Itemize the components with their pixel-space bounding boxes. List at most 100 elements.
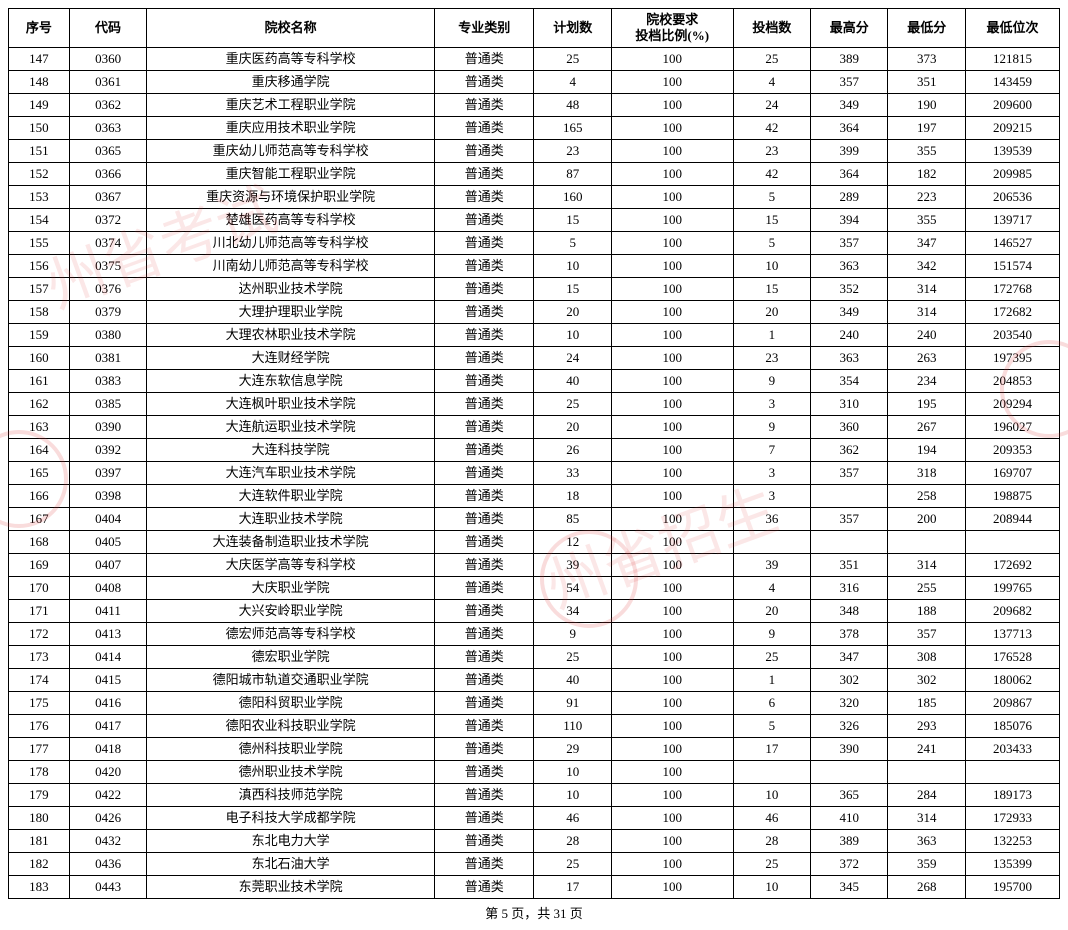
table-cell: 143459 [965,71,1059,94]
table-cell: 重庆幼儿师范高等专科学校 [147,140,435,163]
table-cell: 4 [733,71,810,94]
table-cell: 东北石油大学 [147,853,435,876]
table-cell: 203540 [965,324,1059,347]
table-cell: 152 [9,163,70,186]
table-row: 1810432东北电力大学普通类2810028389363132253 [9,830,1060,853]
table-cell: 190 [888,94,965,117]
table-cell: 10 [534,761,611,784]
table-cell: 351 [811,554,888,577]
table-cell: 100 [611,439,733,462]
table-row: 1590380大理农林职业技术学院普通类101001240240203540 [9,324,1060,347]
table-cell: 355 [888,209,965,232]
table-row: 1520366重庆智能工程职业学院普通类8710042364182209985 [9,163,1060,186]
table-cell: 157 [9,278,70,301]
table-cell: 普通类 [434,623,534,646]
table-cell: 大连财经学院 [147,347,435,370]
table-cell: 199765 [965,577,1059,600]
table-cell: 10 [733,255,810,278]
table-row: 1710411大兴安岭职业学院普通类3410020348188209682 [9,600,1060,623]
table-cell: 320 [811,692,888,715]
table-cell: 28 [534,830,611,853]
table-cell: 180062 [965,669,1059,692]
table-cell: 165 [534,117,611,140]
table-cell: 3 [733,393,810,416]
table-row: 1500363重庆应用技术职业学院普通类16510042364197209215 [9,117,1060,140]
table-cell [733,531,810,554]
table-cell: 308 [888,646,965,669]
table-cell: 33 [534,462,611,485]
table-cell: 大连科技学院 [147,439,435,462]
table-cell: 354 [811,370,888,393]
table-cell: 121815 [965,48,1059,71]
column-header: 投档数 [733,9,810,48]
table-cell: 137713 [965,623,1059,646]
admissions-table: 序号代码院校名称专业类别计划数院校要求投档比例(%)投档数最高分最低分最低位次 … [8,8,1060,899]
table-cell: 0405 [69,531,146,554]
table-cell: 169707 [965,462,1059,485]
table-row: 1730414德宏职业学院普通类2510025347308176528 [9,646,1060,669]
table-cell: 普通类 [434,485,534,508]
table-cell: 162 [9,393,70,416]
table-cell: 10 [534,255,611,278]
table-cell: 普通类 [434,301,534,324]
table-row: 1540372楚雄医药高等专科学校普通类1510015394355139717 [9,209,1060,232]
table-cell: 258 [888,485,965,508]
table-cell: 189173 [965,784,1059,807]
table-cell: 410 [811,807,888,830]
table-cell: 普通类 [434,738,534,761]
table-cell: 100 [611,692,733,715]
table-cell: 18 [534,485,611,508]
column-header: 序号 [9,9,70,48]
table-cell: 182 [9,853,70,876]
table-cell: 171 [9,600,70,623]
table-cell: 302 [888,669,965,692]
table-cell: 普通类 [434,807,534,830]
table-cell: 楚雄医药高等专科学校 [147,209,435,232]
table-cell: 172933 [965,807,1059,830]
table-cell: 普通类 [434,577,534,600]
table-row: 1490362重庆艺术工程职业学院普通类4810024349190209600 [9,94,1060,117]
table-cell: 347 [888,232,965,255]
table-cell: 10 [534,784,611,807]
table-cell: 普通类 [434,554,534,577]
table-row: 1510365重庆幼儿师范高等专科学校普通类231002339935513953… [9,140,1060,163]
table-cell: 100 [611,255,733,278]
table-cell: 100 [611,577,733,600]
table-cell: 10 [733,784,810,807]
table-cell: 314 [888,554,965,577]
table-row: 1680405大连装备制造职业技术学院普通类12100 [9,531,1060,554]
table-cell: 100 [611,140,733,163]
table-cell: 318 [888,462,965,485]
table-cell: 大连软件职业学院 [147,485,435,508]
table-row: 1650397大连汽车职业技术学院普通类331003357318169707 [9,462,1060,485]
table-cell: 普通类 [434,255,534,278]
table-cell: 5 [534,232,611,255]
table-cell: 48 [534,94,611,117]
table-cell: 德宏职业学院 [147,646,435,669]
table-cell: 172682 [965,301,1059,324]
table-cell: 0416 [69,692,146,715]
table-cell: 普通类 [434,508,534,531]
table-cell: 314 [888,807,965,830]
table-cell: 100 [611,853,733,876]
table-cell: 172768 [965,278,1059,301]
table-row: 1580379大理护理职业学院普通类2010020349314172682 [9,301,1060,324]
table-cell [733,761,810,784]
table-cell: 156 [9,255,70,278]
table-cell: 大兴安岭职业学院 [147,600,435,623]
table-cell: 4 [534,71,611,94]
table-cell: 普通类 [434,94,534,117]
table-cell: 147 [9,48,70,71]
table-cell: 185 [888,692,965,715]
table-cell: 100 [611,301,733,324]
table-cell: 0380 [69,324,146,347]
table-cell: 289 [811,186,888,209]
table-cell: 东北电力大学 [147,830,435,853]
table-cell: 20 [534,301,611,324]
table-cell: 普通类 [434,232,534,255]
table-cell: 普通类 [434,600,534,623]
table-cell: 168 [9,531,70,554]
table-cell: 357 [811,462,888,485]
table-cell: 24 [733,94,810,117]
table-cell: 17 [534,876,611,899]
